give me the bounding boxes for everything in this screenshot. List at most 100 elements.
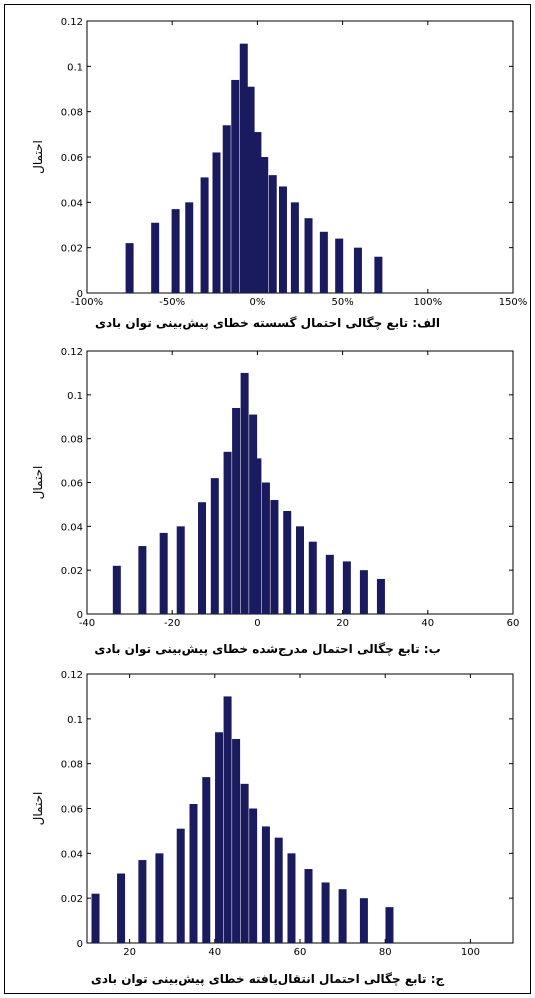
y-tick-label: 0.1: [67, 62, 83, 73]
bar: [223, 696, 232, 943]
chart-b: 0 0.02 0.04 0.06 0.08 0.1 0.12 -40 -20 0 20 40 60 احت…: [31, 347, 520, 629]
caption-c: ج: تابع چگالی احتمال انتقال‌یافته خطای پ…: [90, 972, 445, 986]
bar: [185, 202, 194, 293]
y-tick-label: 0.08: [61, 108, 83, 119]
y-tick-label: 0.04: [61, 198, 83, 209]
bar: [138, 860, 147, 943]
bar: [171, 209, 180, 293]
figure-frame: [4, 4, 531, 994]
bar: [304, 218, 313, 293]
bar: [261, 826, 270, 943]
bar: [270, 500, 279, 614]
bar: [353, 247, 362, 293]
bar: [202, 777, 211, 943]
bar: [296, 526, 304, 614]
y-tick-label: 0.06: [61, 805, 83, 816]
bar: [335, 238, 344, 293]
chart-c: 0 0.02 0.04 0.06 0.08 0.1 0.12 20 40 60 80 100 احتما…: [31, 670, 514, 958]
y-tick-label: 0.08: [61, 760, 83, 771]
x-tick-label: 50%: [331, 297, 353, 308]
bar: [232, 739, 241, 943]
bar: [325, 554, 334, 614]
chart-a: 0 0.02 0.04 0.06 0.08 0.1 0.12 -100% -50% 0% 50% 10…: [31, 17, 528, 308]
bar: [189, 804, 198, 943]
bar: [210, 478, 219, 614]
x-tick-label: 0: [254, 618, 260, 629]
y-tick-label: 0: [77, 939, 83, 950]
bar: [319, 231, 328, 293]
bar: [138, 546, 147, 614]
bar: [112, 565, 121, 614]
y-tick-label: 0.1: [67, 391, 83, 402]
bar: [308, 541, 317, 614]
x-tick-label: 20: [123, 947, 136, 958]
x-tick-label: -50%: [159, 297, 185, 308]
bar: [374, 256, 383, 293]
bar: [117, 873, 126, 943]
x-tick-label: 60: [294, 947, 307, 958]
x-tick-label: 40: [208, 947, 221, 958]
bar: [359, 898, 368, 943]
bar: [155, 853, 164, 943]
bar: [342, 561, 351, 614]
y-tick-label: 0.12: [61, 17, 83, 28]
y-tick-label: 0.12: [61, 670, 83, 681]
bar: [198, 502, 207, 614]
bar: [212, 152, 221, 293]
x-tick-label: -20: [164, 618, 180, 629]
y-tick-label: 0: [77, 289, 83, 300]
bar: [253, 132, 262, 293]
y-tick-label: 0.02: [61, 566, 83, 577]
bar: [239, 43, 248, 293]
plot-area: [86, 20, 514, 294]
x-tick-label: -40: [79, 618, 95, 629]
bar: [359, 570, 368, 614]
x-tick-label: 100%: [414, 297, 443, 308]
bar: [176, 828, 185, 943]
y-tick-label: 0.04: [61, 849, 83, 860]
bar: [278, 186, 287, 293]
bar: [283, 510, 292, 614]
x-tick-label: 80: [379, 947, 392, 958]
bar: [260, 157, 269, 293]
bar: [200, 177, 209, 293]
x-tick-label: 40: [421, 618, 434, 629]
bar: [290, 202, 299, 293]
bar: [151, 222, 160, 293]
plot-area: [86, 673, 514, 944]
bar: [232, 407, 241, 614]
bar: [338, 889, 347, 943]
bar: [274, 837, 283, 943]
y-tick-label: 0.08: [61, 435, 83, 446]
bar: [231, 79, 240, 293]
y-tick-label: 0.06: [61, 479, 83, 490]
y-tick-label: 0.06: [61, 153, 83, 164]
x-tick-label: 20: [336, 618, 349, 629]
y-tick-label: 0.02: [61, 894, 83, 905]
x-tick-label: 60: [507, 618, 520, 629]
x-tick-label: 0%: [249, 297, 265, 308]
bar: [253, 458, 262, 614]
bar: [304, 869, 313, 943]
x-tick-label: 150%: [499, 297, 528, 308]
bar: [376, 578, 385, 614]
bar: [249, 414, 258, 614]
y-tick-label: 0.02: [61, 244, 83, 255]
y-axis-label: احتمال: [31, 140, 45, 174]
y-tick-label: 0.12: [61, 347, 83, 358]
bar: [321, 882, 330, 943]
bar: [240, 372, 249, 614]
bar: [249, 808, 258, 943]
y-tick-label: 0: [77, 610, 83, 621]
bar: [385, 907, 394, 943]
bar: [215, 732, 224, 943]
bar: [240, 783, 249, 943]
bar: [223, 451, 232, 614]
y-axis-label: احتمال: [31, 792, 45, 826]
x-tick-label: -100%: [71, 297, 103, 308]
y-axis-label: احتمال: [31, 466, 45, 500]
caption-a: الف: تابع چگالی احتمال گسسته خطای پیش‌بی…: [94, 316, 441, 330]
bar: [159, 532, 168, 614]
bar: [222, 125, 231, 294]
